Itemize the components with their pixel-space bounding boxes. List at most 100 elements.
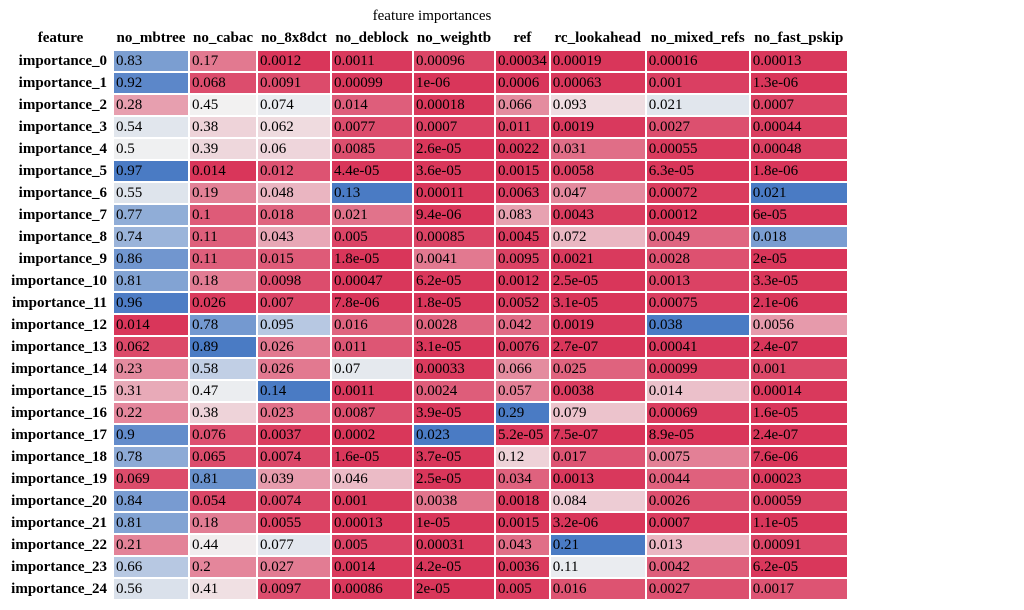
heatmap-cell: 0.016 [330,313,414,337]
heatmap-cell: 2.1e-06 [748,291,849,315]
heatmap-cell: 0.021 [644,93,751,117]
table-row: importance_18 0.78 0.065 0.0074 1.6e-05 3.7e-… [8,445,849,469]
column-header: no_deblock [335,29,409,46]
heatmap-cell: 0.14 [256,379,332,403]
row-label: importance_22 [11,536,107,553]
column-header: no_fast_pskip [754,29,844,46]
table-row: importance_1 0.92 0.068 0.0091 0.00099 1e-06 0… [8,71,849,95]
heatmap-cell: 6.2e-05 [412,269,496,293]
heatmap-cell: 0.018 [748,225,849,249]
heatmap-cell: 0.00063 [548,71,647,95]
heatmap-cell: 0.97 [112,159,190,183]
heatmap-cell: 7.5e-07 [548,423,647,447]
heatmap-cell: 3.1e-05 [548,291,647,315]
heatmap-cell: 0.0013 [548,467,647,491]
heatmap-cell: 0.56 [112,577,190,601]
heatmap-cell: 0.1 [188,203,258,227]
heatmap-cell: 1.1e-05 [748,511,849,535]
heatmap-cell: 0.54 [112,115,190,139]
row-label: importance_23 [11,558,107,575]
heatmap-cell: 0.0007 [412,115,496,139]
heatmap-cell: 0.12 [494,445,551,469]
heatmap-cell: 0.014 [112,313,190,337]
heatmap-cell: 0.89 [188,335,258,359]
heatmap-cell: 0.039 [256,467,332,491]
heatmap-cell: 0.011 [494,115,551,139]
heatmap-cell: 0.0075 [644,445,751,469]
heatmap-cell: 0.96 [112,291,190,315]
heatmap-cell: 0.0098 [256,269,332,293]
heatmap-cell: 0.0014 [330,555,414,579]
heatmap-cell: 0.0021 [548,247,647,271]
row-label: importance_0 [18,52,107,69]
heatmap-cell: 0.55 [112,181,190,205]
heatmap-cell: 0.0041 [412,247,496,271]
heatmap-cell: 0.00016 [644,49,751,73]
heatmap-cell: 7.6e-06 [748,445,849,469]
table-row: importance_9 0.86 0.11 0.015 1.8e-05 0.0041 0.… [8,247,849,271]
heatmap-cell: 0.093 [548,93,647,117]
heatmap-cell: 0.00031 [412,533,496,557]
heatmap-cell: 0.00096 [412,49,496,73]
heatmap-cell: 1.8e-05 [330,247,414,271]
table-row: importance_16 0.22 0.38 0.023 0.0087 3.9e-05 0… [8,401,849,425]
heatmap-cell: 3.2e-06 [548,511,647,535]
heatmap-cell: 0.23 [112,357,190,381]
heatmap-cell: 3.1e-05 [412,335,496,359]
heatmap-cell: 0.00085 [412,225,496,249]
table-row: importance_5 0.97 0.014 0.012 4.4e-05 3.6e-05… [8,159,849,183]
heatmap-cell: 9.4e-06 [412,203,496,227]
table-row: importance_8 0.74 0.11 0.043 0.005 0.00085 0.0… [8,225,849,249]
heatmap-cell: 1e-06 [412,71,496,95]
heatmap-cell: 0.026 [188,291,258,315]
heatmap-cell: 0.00072 [644,181,751,205]
table-row: importance_20 0.84 0.054 0.0074 0.001 0.0038 0… [8,489,849,513]
heatmap-cell: 0.0015 [494,159,551,183]
chart-title: feature importances [372,8,492,24]
heatmap-cell: 0.00059 [748,489,849,513]
heatmap-cell: 3.6e-05 [412,159,496,183]
heatmap-cell: 0.0013 [644,269,751,293]
heatmap-cell: 0.069 [112,467,190,491]
heatmap-cell: 0.00048 [748,137,849,161]
heatmap-cell: 0.31 [112,379,190,403]
heatmap-cell: 0.00013 [748,49,849,73]
heatmap-cell: 0.78 [188,313,258,337]
heatmap-cell: 0.017 [548,445,647,469]
row-label: importance_12 [11,316,107,333]
heatmap-cell: 0.014 [188,159,258,183]
heatmap-cell: 0.011 [330,335,414,359]
table-row: importance_14 0.23 0.58 0.026 0.07 0.00033 0.0… [8,357,849,381]
heatmap-cell: 0.074 [256,93,332,117]
heatmap-cell: 0.81 [188,467,258,491]
table-row: importance_0 0.83 0.17 0.0012 0.0011 0.00096 0… [8,49,849,73]
heatmap-cell: 0.034 [494,467,551,491]
heatmap-cell: 2.4e-07 [748,423,849,447]
table-row: importance_19 0.069 0.81 0.039 0.046 2.5e-05 0… [8,467,849,491]
table-row: importance_3 0.54 0.38 0.062 0.0077 0.0007 0.0… [8,115,849,139]
table-row: importance_23 0.66 0.2 0.027 0.0014 4.2e-05 0.… [8,555,849,579]
heatmap-cell: 0.095 [256,313,332,337]
heatmap-cell: 6.3e-05 [644,159,751,183]
heatmap-cell: 0.0091 [256,71,332,95]
heatmap-cell: 0.07 [330,357,414,381]
table-row: importance_7 0.77 0.1 0.018 0.021 9.4e-06 0.08… [8,203,849,227]
heatmap-cell: 4.4e-05 [330,159,414,183]
heatmap-cell: 0.00044 [748,115,849,139]
heatmap-cell: 4.2e-05 [412,555,496,579]
heatmap-cell: 0.0007 [644,511,751,535]
heatmap-cell: 0.031 [548,137,647,161]
heatmap-cell: 2e-05 [412,577,496,601]
heatmap-cell: 0.0063 [494,181,551,205]
heatmap-cell: 3.3e-05 [748,269,849,293]
heatmap-cell: 0.84 [112,489,190,513]
row-label: importance_16 [11,404,107,421]
heatmap-cell: 0.74 [112,225,190,249]
heatmap-cell: 0.026 [256,357,332,381]
heatmap-cell: 0.066 [494,357,551,381]
heatmap-cell: 0.00013 [330,511,414,535]
heatmap-cell: 0.046 [330,467,414,491]
heatmap-cell: 6e-05 [748,203,849,227]
heatmap-cell: 0.0074 [256,445,332,469]
row-label: importance_9 [18,250,107,267]
